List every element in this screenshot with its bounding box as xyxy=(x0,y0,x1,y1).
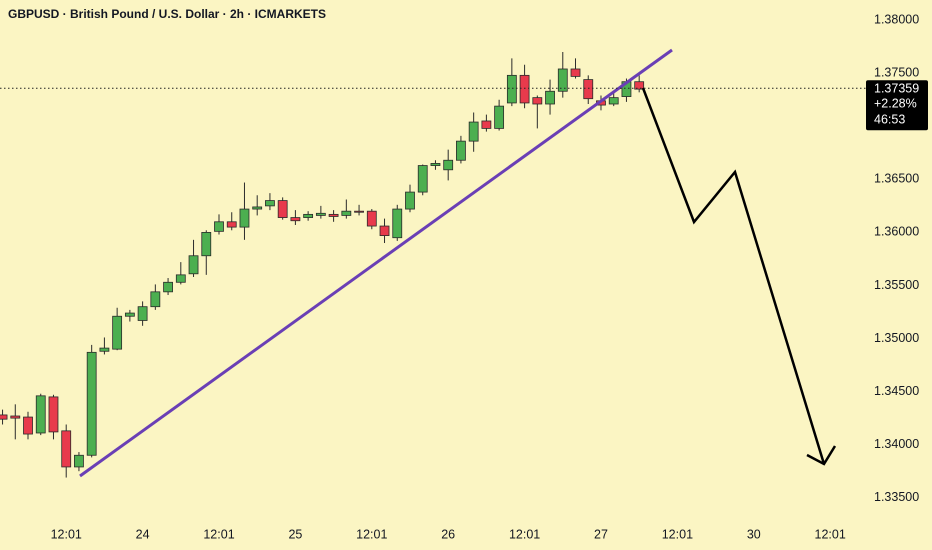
y-tick-label: 1.35000 xyxy=(874,331,919,345)
candle-body xyxy=(519,74,530,104)
candle-body xyxy=(150,291,161,308)
candle-body xyxy=(163,281,173,293)
candle-body xyxy=(188,255,199,275)
x-tick-label: 12:01 xyxy=(662,527,693,541)
candle-body xyxy=(583,79,594,100)
candle-body xyxy=(10,415,21,419)
candle-body xyxy=(532,97,543,105)
candle-body xyxy=(239,208,250,228)
countdown-label: 46:53 xyxy=(874,112,905,126)
x-tick-label: 24 xyxy=(136,527,150,541)
y-tick-label: 1.38000 xyxy=(874,12,919,26)
candle-body xyxy=(506,74,517,104)
x-tick-label: 12:01 xyxy=(203,527,234,541)
candle-body xyxy=(61,430,72,468)
y-tick-label: 1.34500 xyxy=(874,384,919,398)
price-box xyxy=(866,80,928,131)
x-tick-label: 12:01 xyxy=(509,527,540,541)
trend-line xyxy=(79,48,673,478)
candle-body xyxy=(112,315,123,350)
candle-body xyxy=(265,200,275,207)
candle-body xyxy=(290,217,301,222)
candle-body xyxy=(468,121,479,142)
candle-body xyxy=(405,191,415,210)
candle-body xyxy=(341,210,352,216)
x-tick-label: 27 xyxy=(594,527,608,541)
candle-body xyxy=(201,232,212,257)
candle-body xyxy=(303,213,314,218)
candle-body xyxy=(494,105,505,129)
candle-body xyxy=(481,120,492,129)
candle-body xyxy=(608,97,619,105)
y-tick-label: 1.36000 xyxy=(874,225,919,239)
candle-body xyxy=(277,200,288,218)
candle-body xyxy=(137,306,148,321)
last-price-label: 1.37359 xyxy=(874,81,919,95)
candles xyxy=(0,52,645,478)
candle-body xyxy=(634,81,645,90)
x-tick-label: 12:01 xyxy=(815,527,846,541)
candle-body xyxy=(214,221,224,232)
candle-body xyxy=(456,140,466,161)
candle-body xyxy=(23,416,33,435)
candle-body xyxy=(570,68,581,77)
candle-body xyxy=(366,210,377,227)
candle-body xyxy=(74,454,84,468)
candle-body xyxy=(252,206,263,210)
candle-body xyxy=(328,213,339,217)
candle-body xyxy=(315,212,326,216)
candle-body xyxy=(35,395,46,434)
x-tick-label: 25 xyxy=(288,527,302,541)
y-tick-label: 1.36500 xyxy=(874,172,919,186)
x-tick-label: 30 xyxy=(747,527,761,541)
y-tick-label: 1.33500 xyxy=(874,490,919,504)
candle-body xyxy=(379,225,390,236)
change-label: +2.28% xyxy=(874,96,917,110)
x-tick-label: 12:01 xyxy=(51,527,82,541)
x-tick-label: 12:01 xyxy=(356,527,387,541)
candle-body xyxy=(226,221,237,228)
candle-body xyxy=(175,274,186,283)
candle-body xyxy=(392,208,403,239)
candle-body xyxy=(86,351,97,456)
candle-body xyxy=(354,210,364,213)
price-overlay: 1.37359+2.28% 46:53 xyxy=(0,80,928,131)
candle-body xyxy=(124,312,135,317)
y-tick-label: 1.35500 xyxy=(874,278,919,292)
y-tick-label: 1.37500 xyxy=(874,66,919,80)
x-tick-label: 26 xyxy=(441,527,455,541)
candle-body xyxy=(430,163,441,166)
candle-body xyxy=(48,396,59,433)
candle-body xyxy=(557,68,568,92)
candle-body xyxy=(0,414,8,420)
candle-body xyxy=(545,90,555,105)
projection-arrow xyxy=(641,87,826,465)
candle-body xyxy=(417,165,428,193)
arrow-head xyxy=(806,445,837,466)
candle-body xyxy=(443,159,454,171)
y-tick-label: 1.34000 xyxy=(874,437,919,451)
candle-body xyxy=(99,347,110,352)
chart-title: GBPUSD · British Pound / U.S. Dollar · 2… xyxy=(8,7,326,21)
